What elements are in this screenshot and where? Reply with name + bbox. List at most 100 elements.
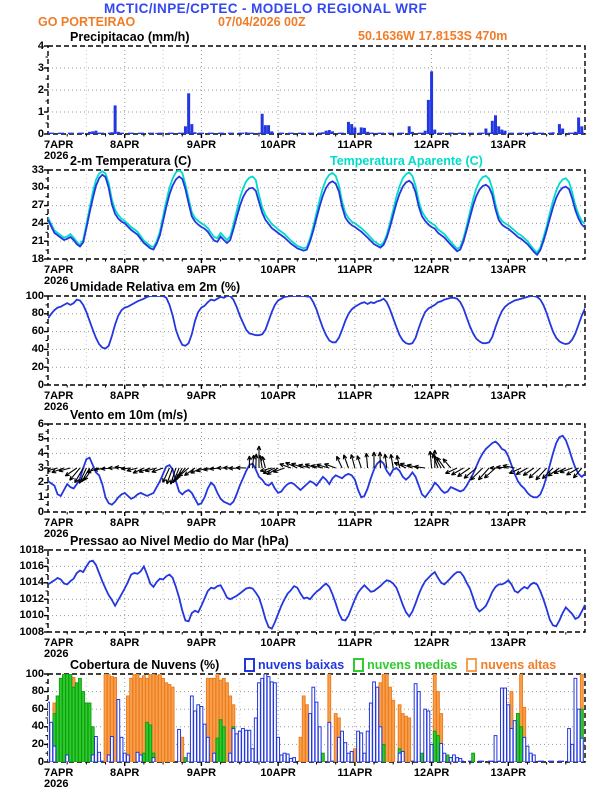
mid-clouds-swatch-icon (353, 658, 365, 672)
legend-item-mid-clouds: nuvens medias (353, 658, 457, 672)
y-tick-label: 80 (31, 307, 44, 320)
x-tick-label: 8APR (110, 264, 140, 276)
y-tick-label: 1 (37, 105, 44, 118)
y-tick-label: 0 (37, 378, 44, 391)
x-tick-label: 12APR (413, 139, 450, 151)
x-year-label: 2026 (44, 778, 69, 790)
y-tick-label: 1016 (19, 559, 44, 572)
x-tick-label: 7APR (44, 767, 74, 779)
y-tick-label: 0 (37, 755, 44, 768)
x-tick-label: 11APR (337, 767, 373, 779)
x-tick-label: 10APR (260, 390, 296, 402)
y-tick-label: 33 (31, 163, 44, 176)
x-tick-label: 13APR (490, 264, 527, 276)
x-tick-label: 9APR (186, 139, 217, 151)
x-tick-label: 12APR (413, 637, 450, 649)
station-coords: 50.1636W 17.8153S 470m (358, 29, 508, 43)
plot-panel-1 (44, 169, 586, 263)
y-tick-label: 100 (25, 667, 44, 680)
legend-label-low-clouds: nuvens baixas (258, 658, 345, 672)
y-tick-label: 40 (31, 720, 44, 733)
x-tick-label: 7APR (44, 264, 74, 276)
x-tick-label: 13APR (490, 517, 527, 529)
x-tick-label: 11APR (337, 390, 373, 402)
plot-panel-3 (44, 423, 586, 516)
x-tick-label: 11APR (337, 517, 373, 529)
x-tick-label: 13APR (490, 637, 527, 649)
plot-panel-5 (44, 673, 586, 766)
y-tick-label: 1014 (19, 576, 44, 589)
x-year-label: 2026 (44, 150, 69, 162)
x-tick-label: 12APR (413, 390, 450, 402)
x-tick-label: 10APR (260, 139, 296, 151)
x-tick-label: 12APR (413, 517, 450, 529)
x-tick-label: 13APR (490, 767, 527, 779)
x-tick-label: 10APR (260, 637, 296, 649)
x-tick-label: 9APR (186, 517, 217, 529)
legend-label-high-clouds: nuvens altas (480, 658, 557, 672)
y-tick-label: 1008 (19, 625, 44, 638)
y-tick-label: 20 (31, 737, 44, 750)
y-tick-label: 60 (31, 702, 44, 715)
y-tick-label: 21 (31, 234, 44, 247)
y-tick-label: 1018 (19, 543, 44, 556)
y-tick-label: 1010 (19, 609, 44, 622)
x-year-label: 2026 (44, 401, 69, 413)
x-tick-label: 9APR (186, 637, 217, 649)
x-tick-label: 7APR (44, 390, 74, 402)
x-tick-label: 13APR (490, 390, 527, 402)
x-tick-label: 8APR (110, 139, 140, 151)
y-tick-label: 60 (31, 325, 44, 338)
x-tick-label: 10APR (260, 264, 296, 276)
y-tick-label: 3 (37, 461, 44, 474)
y-tick-label: 27 (31, 199, 44, 212)
y-tick-label: 2 (37, 476, 44, 489)
x-tick-label: 10APR (260, 517, 296, 529)
run-datetime: 07/04/2026 00Z (218, 15, 306, 29)
y-tick-label: 3 (37, 61, 44, 74)
x-tick-label: 9APR (186, 264, 217, 276)
x-tick-label: 7APR (44, 637, 74, 649)
x-tick-label: 11APR (337, 637, 373, 649)
high-clouds-swatch-icon (466, 658, 478, 672)
panel-title-wind: Vento em 10m (m/s) (70, 408, 188, 422)
panel-title-pressure: Pressao ao Nivel Medio do Mar (hPa) (70, 534, 289, 548)
panel-title-temperature: 2-m Temperatura (C) (70, 154, 192, 168)
y-tick-label: 80 (31, 685, 44, 698)
x-tick-label: 11APR (337, 139, 373, 151)
x-tick-label: 7APR (44, 139, 74, 151)
y-tick-label: 20 (31, 360, 44, 373)
plot-panel-2 (44, 295, 586, 389)
x-tick-label: 7APR (44, 517, 74, 529)
y-tick-label: 2 (37, 83, 44, 96)
y-tick-label: 0 (37, 505, 44, 518)
legend-item-high-clouds: nuvens altas (466, 658, 556, 672)
x-tick-label: 10APR (260, 767, 296, 779)
y-tick-label: 1 (37, 490, 44, 503)
plot-panel-0 (44, 45, 586, 138)
cloud-legend: nuvens baixas nuvens medias nuvens altas (244, 658, 556, 672)
legend-item-low-clouds: nuvens baixas (244, 658, 344, 672)
x-tick-label: 11APR (337, 264, 373, 276)
x-year-label: 2026 (44, 528, 69, 540)
x-tick-label: 12APR (413, 767, 450, 779)
plot-panel-4 (44, 549, 586, 636)
x-tick-label: 8APR (110, 637, 140, 649)
x-tick-label: 8APR (110, 517, 140, 529)
y-tick-label: 40 (31, 342, 44, 355)
y-tick-label: 100 (25, 289, 44, 302)
x-year-label: 2026 (44, 275, 69, 287)
x-tick-label: 8APR (110, 767, 140, 779)
x-tick-label: 12APR (413, 264, 450, 276)
y-tick-label: 24 (31, 216, 44, 229)
y-tick-label: 4 (37, 39, 44, 52)
legend-label-mid-clouds: nuvens medias (367, 658, 458, 672)
y-tick-label: 30 (31, 181, 44, 194)
y-tick-label: 18 (31, 252, 44, 265)
low-clouds-swatch-icon (244, 658, 255, 672)
station-name: GO PORTEIRAO (38, 15, 136, 29)
x-tick-label: 13APR (490, 139, 527, 151)
x-year-label: 2026 (44, 648, 69, 660)
y-tick-label: 5 (37, 432, 44, 445)
